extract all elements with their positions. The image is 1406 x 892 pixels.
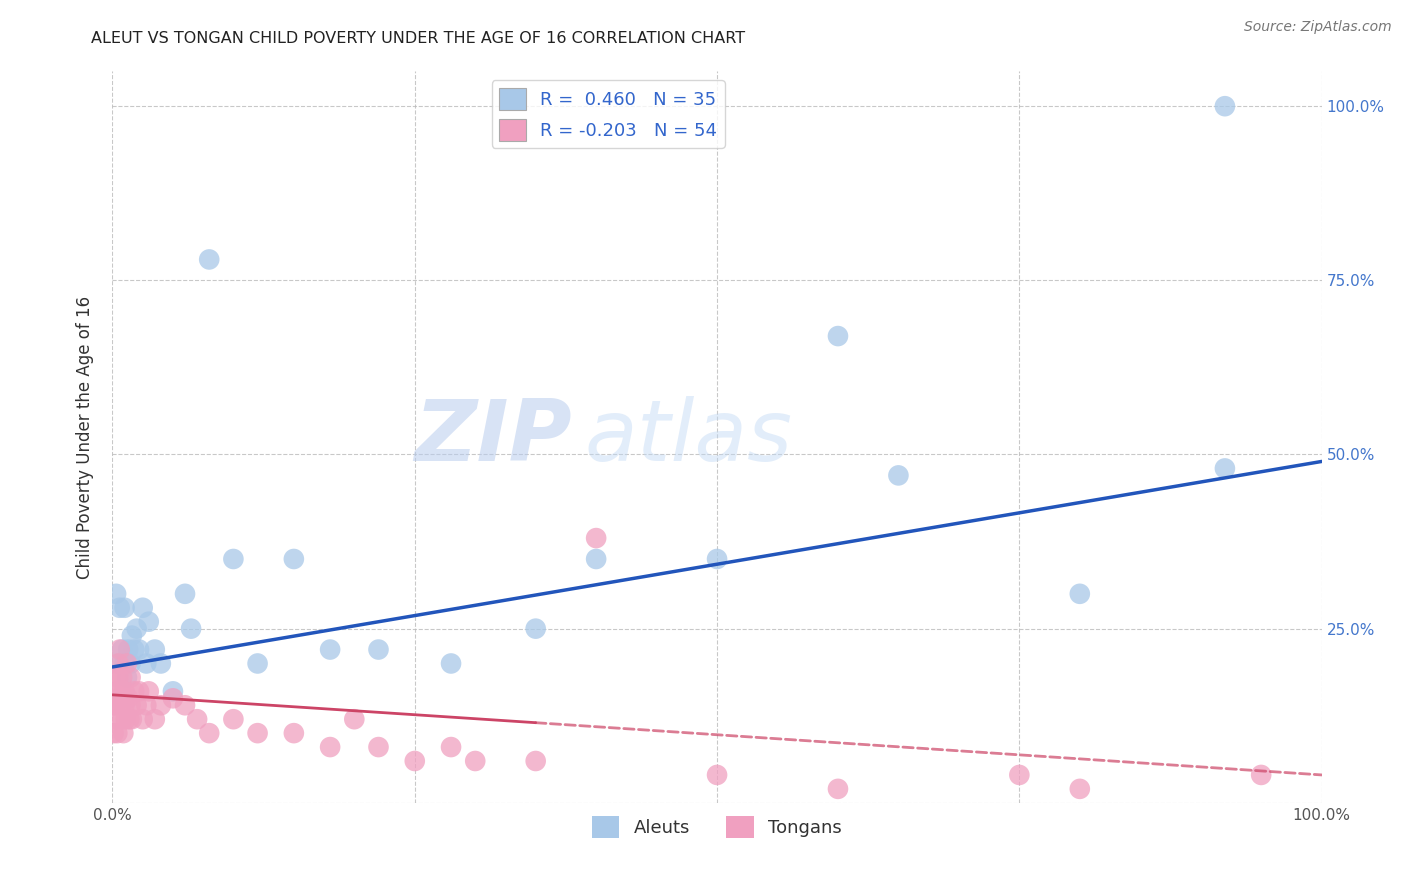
Point — [105, 684, 128, 698]
Point — [107, 657, 129, 671]
Point — [827, 329, 849, 343]
Point — [706, 552, 728, 566]
Text: atlas: atlas — [583, 395, 792, 479]
Point — [162, 691, 184, 706]
Point — [440, 740, 463, 755]
Point — [246, 726, 269, 740]
Point — [343, 712, 366, 726]
Point — [180, 622, 202, 636]
Point — [367, 740, 389, 755]
Point — [110, 698, 132, 713]
Point — [174, 698, 197, 713]
Point — [246, 657, 269, 671]
Point — [117, 691, 139, 706]
Point — [1069, 781, 1091, 796]
Point — [112, 726, 135, 740]
Point — [149, 698, 172, 713]
Point — [111, 670, 134, 684]
Point — [103, 698, 125, 713]
Point — [143, 642, 166, 657]
Point — [115, 657, 138, 671]
Point — [135, 698, 157, 713]
Point — [110, 684, 132, 698]
Point — [108, 600, 131, 615]
Point — [120, 670, 142, 684]
Point — [1250, 768, 1272, 782]
Point — [138, 684, 160, 698]
Point — [105, 726, 128, 740]
Point — [105, 691, 128, 706]
Point — [186, 712, 208, 726]
Point — [120, 657, 142, 671]
Point — [222, 552, 245, 566]
Point — [1213, 99, 1236, 113]
Point — [367, 642, 389, 657]
Point — [135, 657, 157, 671]
Point — [198, 726, 221, 740]
Point — [114, 600, 136, 615]
Point — [105, 587, 128, 601]
Point — [149, 657, 172, 671]
Point — [198, 252, 221, 267]
Point — [104, 698, 127, 713]
Point — [887, 468, 910, 483]
Point — [128, 642, 150, 657]
Text: Source: ZipAtlas.com: Source: ZipAtlas.com — [1244, 20, 1392, 34]
Point — [132, 712, 155, 726]
Point — [105, 712, 128, 726]
Point — [111, 712, 134, 726]
Point — [128, 684, 150, 698]
Point — [114, 712, 136, 726]
Point — [114, 698, 136, 713]
Point — [104, 670, 127, 684]
Point — [464, 754, 486, 768]
Point — [122, 642, 145, 657]
Point — [122, 684, 145, 698]
Point — [222, 712, 245, 726]
Point — [103, 726, 125, 740]
Point — [162, 684, 184, 698]
Point — [1213, 461, 1236, 475]
Point — [1008, 768, 1031, 782]
Point — [121, 712, 143, 726]
Legend: Aleuts, Tongans: Aleuts, Tongans — [585, 808, 849, 845]
Point — [138, 615, 160, 629]
Point — [108, 642, 131, 657]
Point — [585, 552, 607, 566]
Point — [1069, 587, 1091, 601]
Point — [132, 600, 155, 615]
Point — [440, 657, 463, 671]
Point — [706, 768, 728, 782]
Point — [120, 698, 142, 713]
Point — [585, 531, 607, 545]
Point — [524, 754, 547, 768]
Point — [115, 670, 138, 684]
Point — [283, 552, 305, 566]
Point — [121, 629, 143, 643]
Point — [125, 698, 148, 713]
Point — [143, 712, 166, 726]
Point — [319, 642, 342, 657]
Point — [125, 622, 148, 636]
Point — [108, 691, 131, 706]
Point — [319, 740, 342, 755]
Point — [111, 642, 134, 657]
Point — [107, 670, 129, 684]
Point — [524, 622, 547, 636]
Point — [118, 712, 141, 726]
Point — [404, 754, 426, 768]
Point — [174, 587, 197, 601]
Point — [117, 642, 139, 657]
Point — [827, 781, 849, 796]
Point — [114, 684, 136, 698]
Text: ALEUT VS TONGAN CHILD POVERTY UNDER THE AGE OF 16 CORRELATION CHART: ALEUT VS TONGAN CHILD POVERTY UNDER THE … — [91, 31, 745, 46]
Point — [107, 657, 129, 671]
Text: ZIP: ZIP — [415, 395, 572, 479]
Point — [283, 726, 305, 740]
Point — [114, 657, 136, 671]
Y-axis label: Child Poverty Under the Age of 16: Child Poverty Under the Age of 16 — [76, 295, 94, 579]
